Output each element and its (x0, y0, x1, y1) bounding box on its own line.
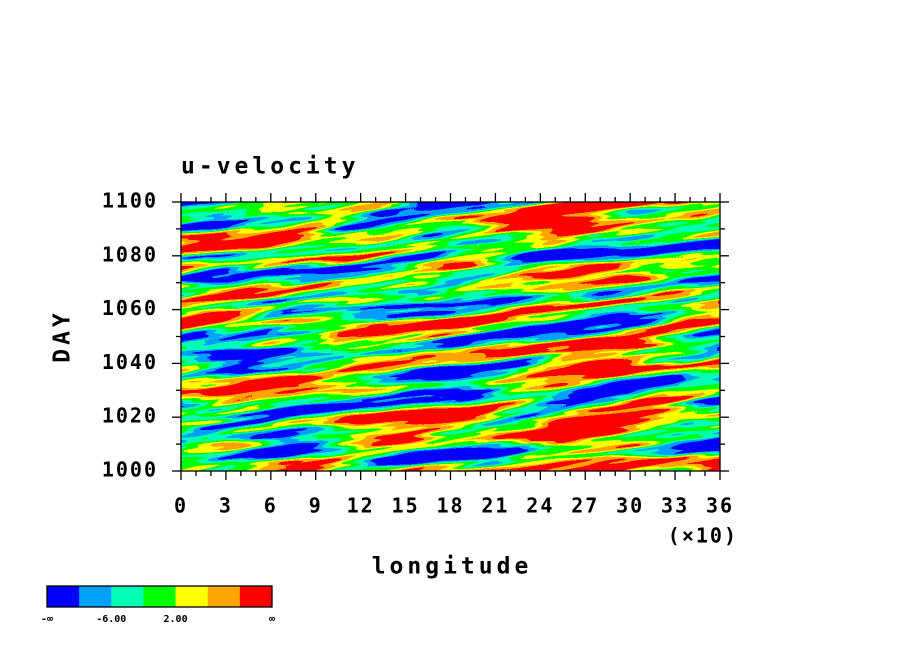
y-tick-label: 1060 (102, 296, 158, 320)
x-tick-label: 3 (219, 494, 233, 518)
colorbar-swatch (111, 586, 144, 607)
colorbar-swatch (143, 586, 176, 607)
x-tick-label: 33 (661, 494, 689, 518)
x-tick-label: 24 (526, 494, 554, 518)
x-tick-label: 30 (616, 494, 644, 518)
x-tick-label: 36 (706, 494, 734, 518)
contour-field (181, 202, 720, 471)
colorbar-label: -6.00 (96, 614, 126, 625)
x-tick-label: 21 (481, 494, 509, 518)
colorbar-swatch (79, 586, 112, 607)
colorbar-frame (46, 585, 273, 608)
y-tick-label: 1040 (102, 350, 158, 374)
colorbar-swatch (47, 586, 80, 607)
filled-contours (181, 202, 720, 471)
x-tick-label: 27 (571, 494, 599, 518)
chart-title: u-velocity (181, 154, 359, 180)
colorbar-label: 2.00 (164, 614, 188, 625)
y-axis-label: DAY (50, 309, 76, 363)
x-tick-label: 9 (309, 494, 323, 518)
colorbar-label: ∞ (269, 614, 275, 625)
colorbar-swatch (239, 586, 273, 607)
x-tick-label: 6 (264, 494, 278, 518)
x-tick-label: 15 (392, 494, 420, 518)
colorbar-swatch (207, 586, 241, 607)
colorbar-swatch (175, 586, 209, 607)
x-axis-label: longitude (372, 554, 533, 580)
colorbar-label: -∞ (41, 614, 53, 625)
x-tick-label: 12 (347, 494, 375, 518)
y-tick-label: 1080 (102, 242, 158, 266)
y-tick-label: 1020 (102, 404, 158, 428)
x-multiplier: (×10) (668, 524, 738, 548)
y-tick-label: 1100 (102, 189, 158, 213)
y-tick-label: 1000 (102, 458, 158, 482)
x-tick-label: 0 (174, 494, 188, 518)
x-tick-label: 18 (436, 494, 464, 518)
